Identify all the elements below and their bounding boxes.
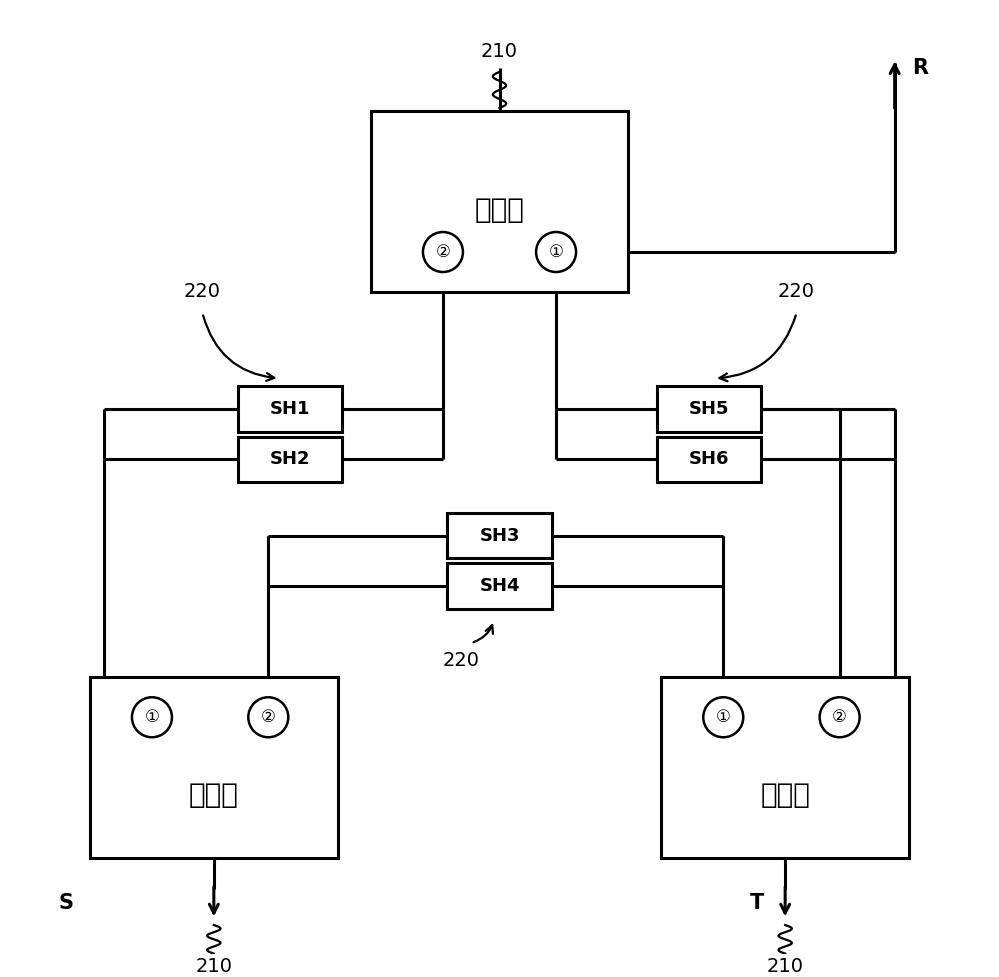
Bar <box>90 677 338 859</box>
Bar <box>238 386 343 432</box>
Text: 继电器: 继电器 <box>760 781 810 809</box>
Text: 220: 220 <box>443 651 480 670</box>
Circle shape <box>249 698 289 738</box>
Bar <box>448 513 551 559</box>
Text: SH4: SH4 <box>480 577 519 595</box>
Circle shape <box>132 698 172 738</box>
Text: ②: ② <box>832 708 847 726</box>
Text: R: R <box>912 58 928 78</box>
Text: 210: 210 <box>196 957 233 976</box>
Text: S: S <box>59 893 74 913</box>
Text: 220: 220 <box>184 282 221 301</box>
Text: SH5: SH5 <box>688 400 729 418</box>
Text: ②: ② <box>436 243 451 261</box>
Circle shape <box>423 232 463 272</box>
Text: SH3: SH3 <box>480 527 519 544</box>
Bar <box>238 437 343 483</box>
Bar <box>448 563 551 609</box>
Text: 220: 220 <box>778 282 815 301</box>
Text: T: T <box>749 893 763 913</box>
Text: 继电器: 继电器 <box>475 196 524 225</box>
Bar <box>371 111 628 292</box>
Text: ①: ① <box>716 708 730 726</box>
Text: ②: ② <box>261 708 276 726</box>
Text: SH2: SH2 <box>270 450 311 468</box>
Text: SH1: SH1 <box>270 400 311 418</box>
Bar <box>656 437 761 483</box>
Circle shape <box>819 698 859 738</box>
Text: ①: ① <box>548 243 563 261</box>
Text: 210: 210 <box>766 957 803 976</box>
Bar <box>661 677 909 859</box>
Text: 继电器: 继电器 <box>189 781 239 809</box>
Bar <box>656 386 761 432</box>
Text: 210: 210 <box>481 42 518 62</box>
Circle shape <box>536 232 576 272</box>
Text: SH6: SH6 <box>688 450 729 468</box>
Text: ①: ① <box>145 708 160 726</box>
Circle shape <box>703 698 743 738</box>
